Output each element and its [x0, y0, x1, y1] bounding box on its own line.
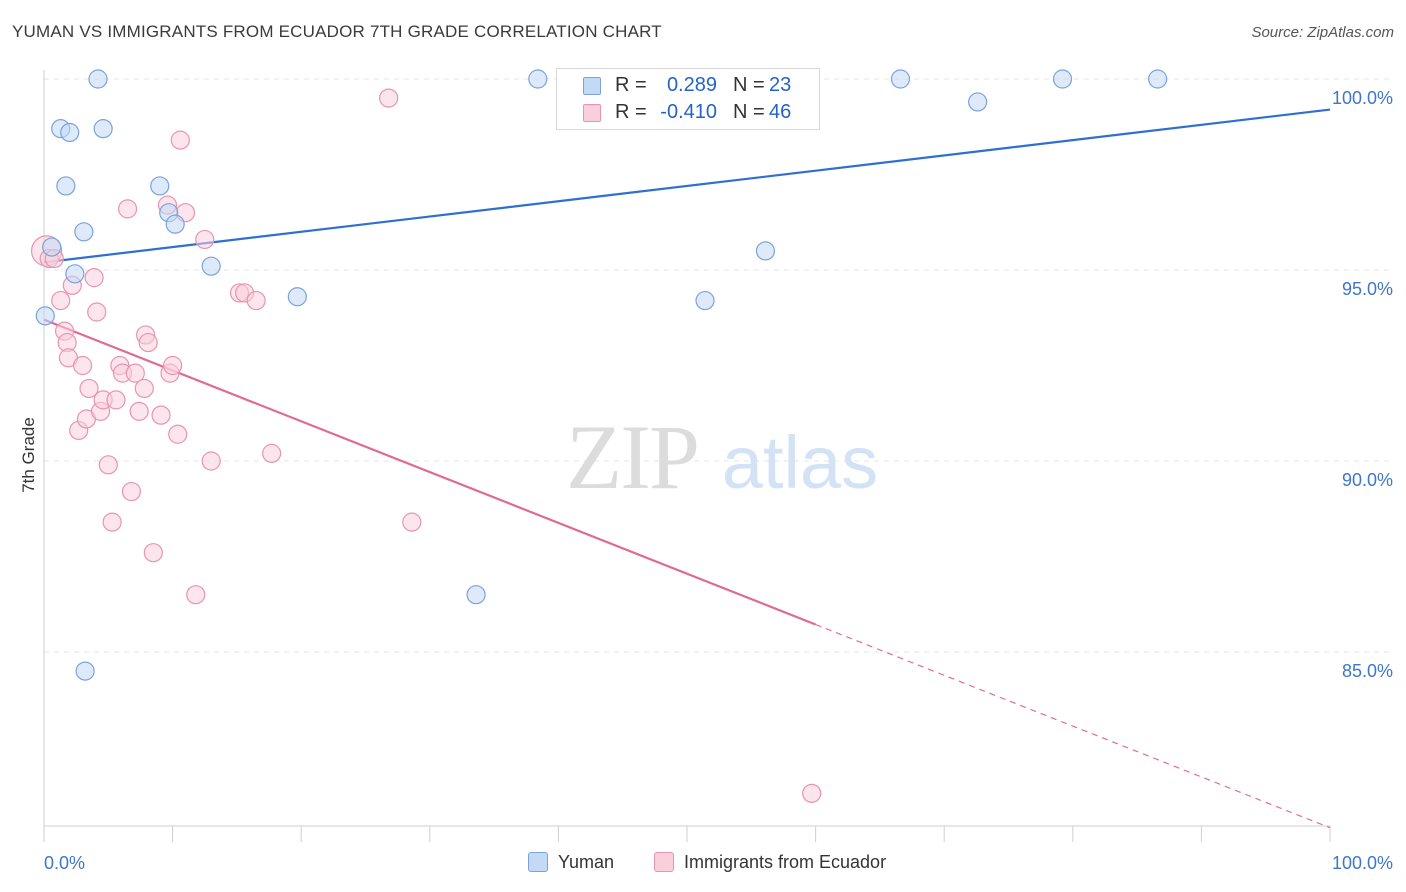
watermark-zip: ZIP [566, 406, 698, 508]
y-tick-label: 100.0% [1332, 88, 1393, 108]
ecuador-point [72, 355, 93, 376]
legend-item-ecuador[interactable]: Immigrants from Ecuador [654, 852, 886, 873]
ecuador-point [262, 443, 282, 463]
x-tick-label: 0.0% [44, 853, 85, 873]
ecuador-point [143, 543, 163, 563]
ecuador-point [134, 378, 154, 399]
yuman-point [755, 241, 776, 261]
legend-n-label: N = [733, 74, 765, 96]
legend-r-label: R = [615, 101, 647, 123]
legend-row-yuman: R = 0.289 N = 23 [583, 74, 819, 100]
watermark: ZIP atlas [566, 406, 878, 508]
ecuador-point [151, 405, 171, 425]
yuman-point [890, 69, 911, 89]
yuman-point [466, 585, 486, 605]
yuman-point [528, 69, 548, 89]
legend-n-label: N = [733, 101, 765, 123]
ecuador-point [106, 390, 126, 410]
yuman-point [287, 287, 307, 307]
watermark-atlas: atlas [722, 421, 878, 504]
legend-label-yuman: Yuman [558, 852, 615, 872]
legend-label-ecuador: Immigrants from Ecuador [684, 852, 887, 872]
correlation-legend: R = 0.289 N = 23 R = -0.410 N = 46 [556, 68, 820, 130]
legend-swatch-ecuador [654, 852, 674, 872]
ecuador-point [125, 363, 145, 383]
yuman-point [1052, 69, 1073, 89]
ecuador-point [186, 585, 206, 605]
yuman-point [74, 222, 94, 242]
ecuador-point [129, 401, 149, 421]
grid-layer [44, 78, 1392, 653]
ecuador-point [51, 290, 71, 311]
ecuador-point [195, 229, 215, 250]
ecuador-point [379, 88, 399, 108]
series-legend: Yuman Immigrants from Ecuador [0, 852, 1406, 878]
yuman-point [42, 237, 62, 257]
ecuador-point [163, 355, 183, 376]
x-tick-label: 100.0% [1332, 853, 1393, 873]
yuman-point [60, 122, 80, 143]
chart-title: YUMAN VS IMMIGRANTS FROM ECUADOR 7TH GRA… [12, 22, 662, 41]
yuman-point [1148, 69, 1168, 89]
legend-item-yuman[interactable]: Yuman [528, 852, 614, 873]
yuman-point [93, 119, 113, 139]
ecuador-point [138, 332, 158, 353]
label-layer: 100.0% 95.0% 90.0% 85.0% 0.0% 100.0% 7th Grade [19, 88, 1393, 873]
point-layer [30, 69, 1168, 803]
ecuador-point [201, 451, 221, 471]
source-credit: Source: ZipAtlas.com [1251, 24, 1394, 41]
ecuador-point [79, 378, 99, 399]
ecuador-point [402, 512, 422, 532]
ecuador-point [84, 268, 104, 288]
ecuador-point [246, 290, 266, 311]
ecuador-point [87, 302, 107, 322]
legend-r-value: -0.410 [660, 101, 717, 123]
legend-n-value: 23 [769, 74, 792, 96]
y-axis-title: 7th Grade [19, 417, 38, 493]
y-tick-label: 95.0% [1342, 279, 1393, 299]
legend-r-value: 0.289 [666, 74, 717, 96]
yuman-point [150, 176, 170, 196]
y-tick-label: 90.0% [1342, 470, 1393, 490]
y-tick-label: 85.0% [1342, 661, 1393, 681]
legend-row-ecuador: R = -0.410 N = 46 [583, 101, 819, 127]
yuman-point [56, 176, 76, 196]
trendline-ecuador-extension [815, 623, 1331, 829]
yuman-point [695, 290, 715, 311]
trendline-ecuador [43, 318, 817, 626]
legend-swatch-yuman [528, 852, 548, 872]
ecuador-point [121, 481, 142, 502]
yuman-point [65, 264, 85, 284]
yuman-point [75, 661, 95, 681]
ecuador-point [102, 512, 122, 532]
yuman-point [968, 92, 988, 112]
yuman-point [165, 214, 185, 234]
yuman-point [201, 256, 221, 276]
yuman-point [88, 69, 108, 89]
ecuador-point [802, 783, 822, 803]
legend-swatch-yuman [583, 77, 601, 95]
axis-layer [43, 70, 1331, 842]
ecuador-point [98, 455, 118, 475]
yuman-point [35, 306, 55, 326]
legend-swatch-ecuador [583, 104, 601, 122]
trendline-yuman [43, 108, 1331, 264]
legend-r-label: R = [615, 74, 647, 96]
legend-n-value: 46 [769, 101, 792, 123]
ecuador-point [170, 130, 190, 150]
ecuador-point [168, 424, 188, 444]
ecuador-point [117, 199, 138, 219]
